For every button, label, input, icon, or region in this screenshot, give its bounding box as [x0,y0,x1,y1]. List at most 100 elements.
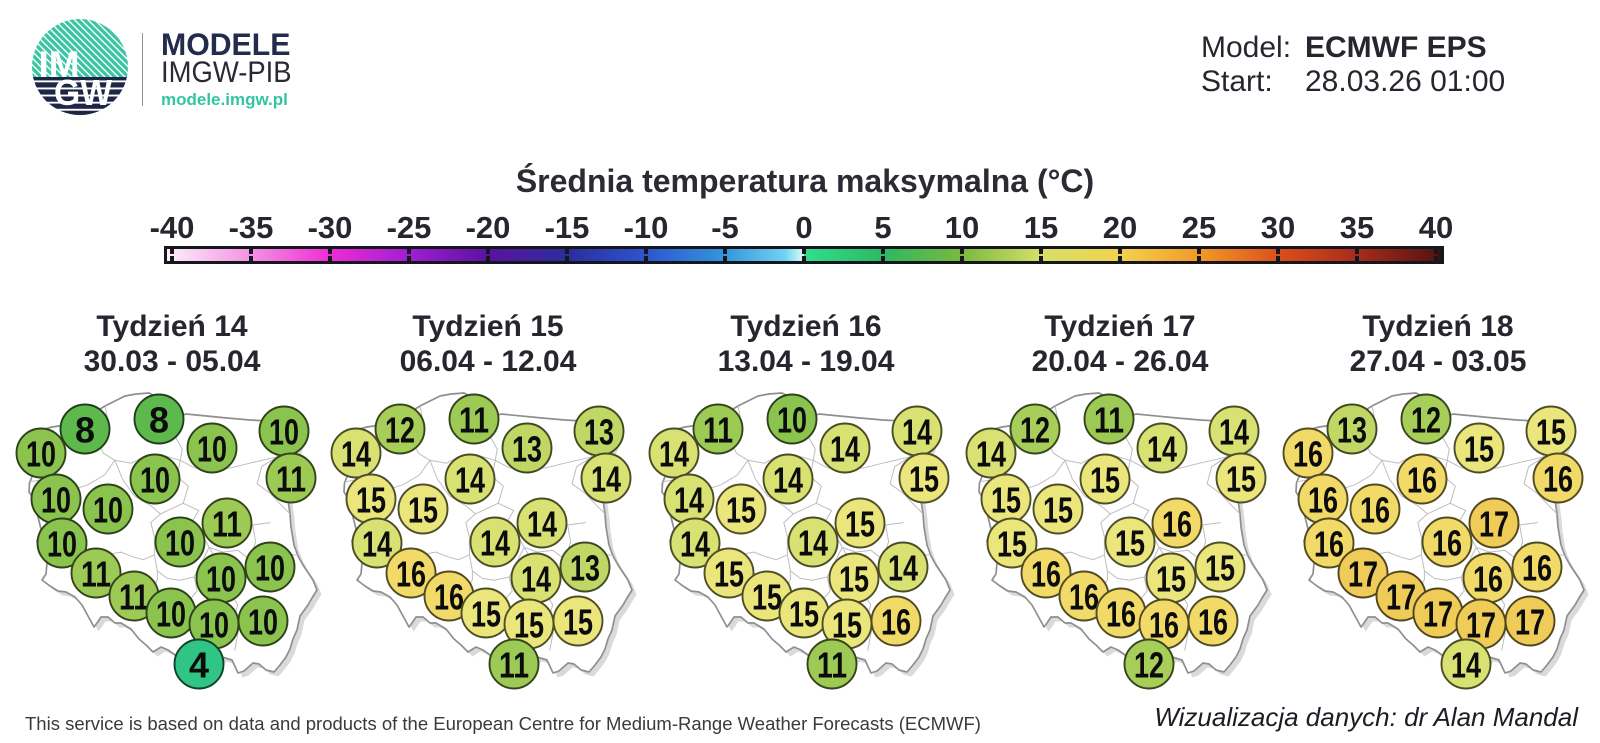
svg-text:8: 8 [149,400,169,441]
svg-text:11: 11 [817,645,847,686]
svg-text:14: 14 [1219,412,1249,453]
svg-text:11: 11 [81,554,111,595]
svg-text:16: 16 [1293,434,1323,475]
svg-text:16: 16 [396,554,426,595]
svg-text:10: 10 [248,602,278,643]
svg-text:14: 14 [674,480,704,521]
svg-text:14: 14 [798,523,828,564]
svg-text:15: 15 [1115,523,1145,564]
svg-text:15: 15 [845,504,875,545]
svg-text:16: 16 [1162,504,1192,545]
svg-text:10: 10 [47,524,77,565]
svg-text:15: 15 [356,480,386,521]
svg-text:15: 15 [839,559,869,600]
svg-text:11: 11 [276,459,306,500]
svg-text:16: 16 [1149,605,1179,646]
svg-text:11: 11 [499,645,529,686]
svg-text:10: 10 [41,480,71,521]
svg-text:15: 15 [408,490,438,531]
svg-text:10: 10 [197,429,227,470]
svg-text:17: 17 [1479,504,1509,545]
svg-text:15: 15 [789,594,819,635]
svg-text:16: 16 [1069,577,1099,618]
svg-text:10: 10 [26,434,56,475]
svg-text:14: 14 [1451,645,1481,686]
svg-text:14: 14 [773,460,803,501]
svg-text:12: 12 [1020,410,1050,451]
svg-text:15: 15 [726,490,756,531]
svg-text:16: 16 [1407,460,1437,501]
svg-text:15: 15 [1090,460,1120,501]
svg-text:17: 17 [1515,602,1545,643]
svg-text:12: 12 [1134,645,1164,686]
svg-text:16: 16 [1543,459,1573,500]
svg-text:15: 15 [991,480,1021,521]
svg-text:17: 17 [1423,594,1453,635]
svg-text:15: 15 [997,524,1027,565]
svg-text:16: 16 [1360,490,1390,531]
svg-text:14: 14 [976,434,1006,475]
svg-text:8: 8 [75,410,95,451]
svg-text:10: 10 [165,523,195,564]
svg-text:15: 15 [1226,459,1256,500]
svg-text:13: 13 [570,548,600,589]
svg-text:11: 11 [119,577,149,618]
svg-text:16: 16 [1432,523,1462,564]
svg-text:16: 16 [1308,480,1338,521]
svg-text:11: 11 [459,400,489,441]
svg-text:12: 12 [1411,400,1441,441]
svg-text:15: 15 [714,554,744,595]
svg-text:16: 16 [1031,554,1061,595]
svg-text:17: 17 [1466,605,1496,646]
svg-text:11: 11 [1094,400,1124,441]
svg-text:14: 14 [888,548,918,589]
svg-text:10: 10 [777,400,807,441]
svg-text:12: 12 [385,410,415,451]
svg-text:10: 10 [93,490,123,531]
svg-text:13: 13 [1337,410,1367,451]
svg-text:10: 10 [269,412,299,453]
svg-text:15: 15 [909,459,939,500]
svg-text:16: 16 [1106,594,1136,635]
svg-text:15: 15 [1205,548,1235,589]
svg-text:14: 14 [362,524,392,565]
svg-text:15: 15 [471,594,501,635]
svg-text:15: 15 [1536,412,1566,453]
svg-text:14: 14 [455,460,485,501]
svg-text:17: 17 [1348,554,1378,595]
svg-text:14: 14 [659,434,689,475]
svg-text:14: 14 [480,523,510,564]
svg-text:15: 15 [752,577,782,618]
svg-text:10: 10 [199,605,229,646]
svg-text:16: 16 [1473,559,1503,600]
svg-text:14: 14 [521,559,551,600]
svg-text:13: 13 [512,429,542,470]
svg-text:14: 14 [341,434,371,475]
svg-text:10: 10 [140,460,170,501]
svg-text:16: 16 [434,577,464,618]
svg-text:16: 16 [1522,548,1552,589]
svg-text:15: 15 [1464,429,1494,470]
svg-text:16: 16 [881,602,911,643]
svg-text:14: 14 [830,429,860,470]
svg-text:14: 14 [527,504,557,545]
svg-text:14: 14 [902,412,932,453]
svg-text:15: 15 [1043,490,1073,531]
svg-text:15: 15 [832,605,862,646]
svg-text:15: 15 [514,605,544,646]
svg-text:15: 15 [1156,559,1186,600]
svg-text:14: 14 [1147,429,1177,470]
svg-text:16: 16 [1198,602,1228,643]
svg-text:10: 10 [255,548,285,589]
svg-text:4: 4 [189,645,209,686]
svg-text:15: 15 [563,602,593,643]
svg-text:14: 14 [680,524,710,565]
svg-text:11: 11 [703,410,733,451]
svg-text:10: 10 [206,559,236,600]
svg-text:14: 14 [591,459,621,500]
svg-text:GW: GW [54,72,112,113]
svg-text:10: 10 [156,594,186,635]
svg-text:16: 16 [1314,524,1344,565]
svg-text:17: 17 [1386,577,1416,618]
svg-text:IM: IM [38,44,79,85]
